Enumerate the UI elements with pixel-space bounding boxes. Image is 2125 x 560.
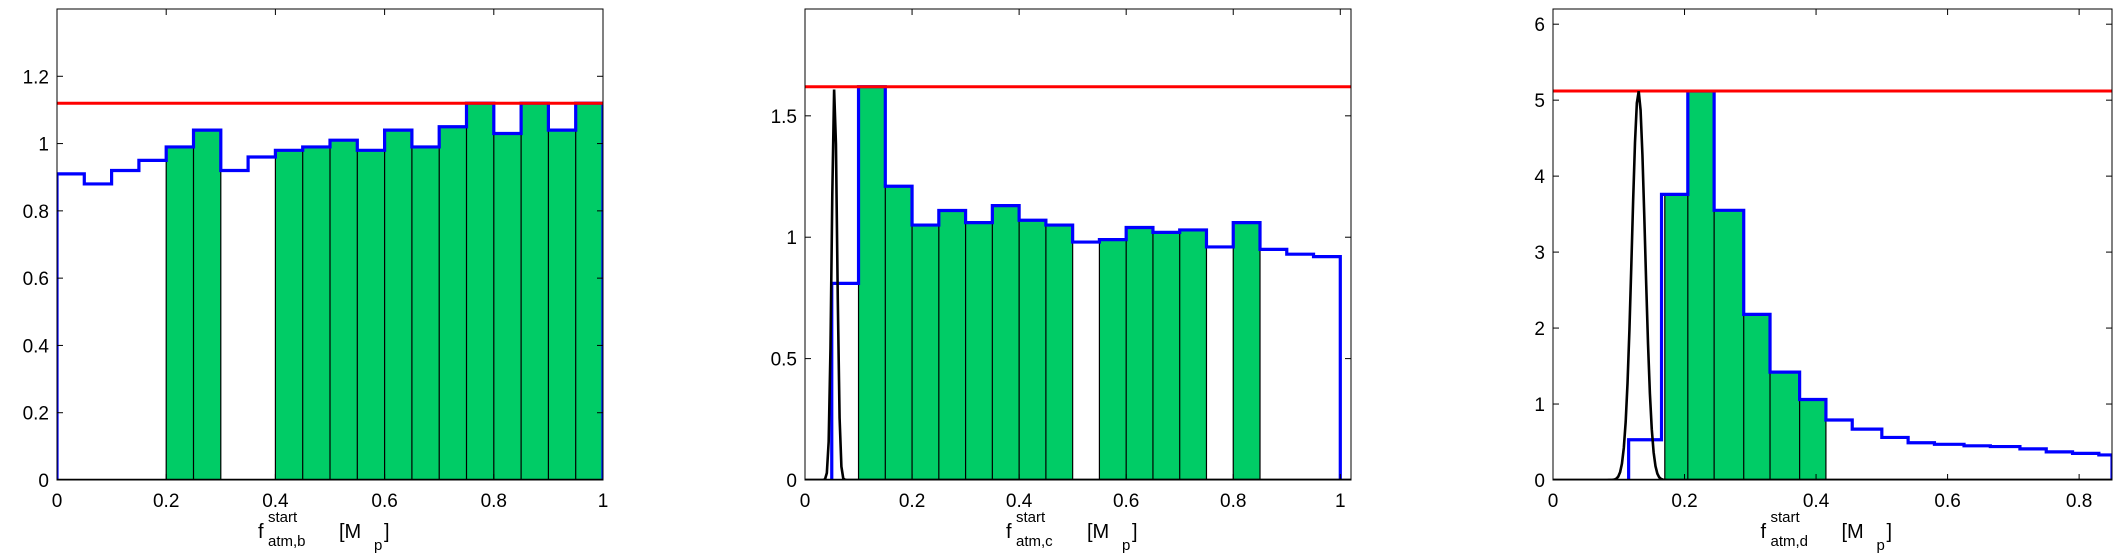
x-axis-label-unit: [M [339, 521, 361, 543]
axes-frame [56, 8, 604, 481]
x-tick-label: 0.6 [371, 491, 397, 512]
histogram-bin-1 [84, 184, 111, 480]
histogram-bin-11 [1934, 444, 1964, 480]
y-tick-label: 1 [1534, 395, 1545, 416]
histogram-bin-2 [112, 170, 139, 480]
x-tick-label: 0.4 [262, 491, 289, 512]
y-tick-label: 0.2 [23, 404, 49, 425]
prior-curve [1553, 91, 2112, 480]
histogram-bin-0 [57, 174, 84, 480]
y-tick-label: 1 [786, 228, 797, 249]
axes-frame [804, 8, 1352, 481]
histogram-bin-18 [1314, 257, 1341, 480]
x-axis-label-sup: start [1771, 509, 1801, 526]
histogram-bin-9 [1073, 242, 1100, 480]
x-axis-label-main: f [258, 521, 264, 543]
histogram-bin-0 [832, 283, 859, 480]
x-axis-label-main: f [1006, 521, 1012, 543]
x-axis-label-main: f [1761, 521, 1767, 543]
y-tick-label: 0 [1534, 471, 1545, 492]
x-axis-label-sub: atm,b [268, 533, 306, 550]
y-tick-label: 1 [38, 135, 49, 156]
y-tick-label: 0.8 [23, 202, 49, 223]
histogram-bin-16 [2073, 453, 2099, 480]
x-axis-label-unit: [M [1842, 521, 1864, 543]
y-tick-label: 0 [38, 471, 49, 492]
histogram-bin-17 [2099, 455, 2112, 480]
x-tick-label: 0 [800, 491, 811, 512]
x-tick-label: 0 [52, 491, 63, 512]
y-tick-label: 0.5 [771, 350, 797, 371]
histogram-bin-14 [2020, 449, 2046, 480]
x-tick-label: 0.2 [153, 491, 179, 512]
histogram-outline [57, 101, 603, 480]
x-tick-label: 0.4 [1006, 491, 1033, 512]
x-axis-label-unit-sub: p [1122, 537, 1130, 554]
x-tick-label: 0.6 [1934, 491, 1960, 512]
histogram-bin-10 [1908, 443, 1934, 480]
x-tick-label: 0.4 [1803, 491, 1830, 512]
y-tick-label: 1.5 [771, 107, 797, 128]
y-tick-label: 0 [786, 471, 797, 492]
y-tick-label: 0.6 [23, 269, 49, 290]
x-tick-label: 0.8 [1220, 491, 1246, 512]
y-tick-label: 0.4 [23, 336, 50, 357]
x-tick-label: 0.6 [1113, 491, 1139, 512]
x-axis-label-sub: atm,d [1771, 533, 1809, 550]
histogram-bin-16 [1260, 249, 1287, 480]
x-tick-label: 0.8 [481, 491, 507, 512]
x-axis-label-unit-sub: p [374, 537, 382, 554]
shaded-region-0 [857, 86, 1074, 480]
shaded-region-1 [274, 102, 603, 480]
x-axis-label-sup: start [268, 509, 298, 526]
y-tick-label: 6 [1534, 15, 1545, 36]
x-tick-label: 0 [1548, 491, 1559, 512]
y-tick-label: 1.2 [23, 67, 49, 88]
shaded-region-1 [1098, 226, 1208, 480]
histogram-bin-6 [221, 170, 248, 480]
histogram-bin-13 [1990, 447, 2020, 480]
axes-frame [1552, 8, 2113, 481]
y-tick-label: 2 [1534, 319, 1545, 340]
histogram-bin-7 [248, 157, 275, 480]
x-tick-label: 1 [598, 491, 609, 512]
x-tick-label: 0.2 [899, 491, 925, 512]
x-axis-label-unit-sub: p [1877, 537, 1885, 554]
histogram-bin-15 [2046, 452, 2072, 480]
histogram-bin-14 [1206, 247, 1233, 480]
x-axis-label-unit-close: ] [1887, 521, 1893, 543]
histogram-bin-3 [139, 160, 166, 480]
histogram-bin-7 [1826, 420, 1852, 480]
x-tick-label: 0.8 [2066, 491, 2092, 512]
y-tick-label: 5 [1534, 91, 1545, 112]
x-axis-label-unit: [M [1087, 521, 1109, 543]
y-tick-label: 3 [1534, 243, 1545, 264]
histogram-bin-17 [1287, 254, 1314, 480]
y-tick-label: 4 [1534, 167, 1545, 188]
histogram-outline [1627, 89, 2112, 480]
histogram-outline [830, 85, 1342, 480]
x-tick-label: 0.2 [1671, 491, 1697, 512]
x-tick-label: 1 [1335, 491, 1346, 512]
x-axis-label-sub: atm,c [1016, 533, 1053, 550]
histogram-bin-8 [1852, 429, 1882, 480]
shaded-region-2 [1232, 222, 1261, 480]
histogram-bin-9 [1882, 437, 1908, 480]
histogram-bin-12 [1964, 446, 1990, 480]
x-axis-label-unit-close: ] [384, 521, 390, 543]
x-axis-label-unit-close: ] [1132, 521, 1138, 543]
shaded-region-0 [165, 129, 222, 480]
x-axis-label-sup: start [1016, 509, 1046, 526]
